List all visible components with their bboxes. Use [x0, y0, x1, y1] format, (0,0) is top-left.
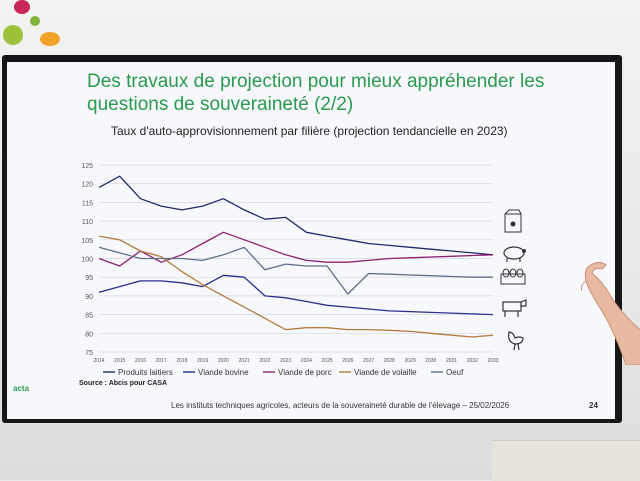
x-tick-label: 2031: [446, 358, 457, 364]
x-tick-label: 2033: [487, 358, 498, 364]
slide-title-line1: Des travaux de projection pour mieux app…: [87, 71, 545, 92]
x-tick-label: 2021: [239, 358, 250, 364]
chicken-icon: [508, 331, 524, 351]
decor-dot-red: [14, 0, 30, 14]
legend-label: Viande de volaille: [354, 368, 417, 377]
x-tick-label: 2016: [135, 358, 146, 364]
y-tick-label: 100: [81, 257, 93, 264]
milk-carton-icon: [504, 209, 522, 233]
chart-x-ticks: 2014 2015 2016 2017 2018 2019 2020 2021 2022 2023…: [93, 358, 498, 364]
x-tick-label: 2015: [114, 358, 125, 364]
chart-subtitle: Taux d'auto-approvisionnement par filièr…: [111, 124, 508, 138]
y-tick-label: 85: [85, 313, 93, 320]
slide-footer: Les instituts techniques agricoles, acte…: [171, 401, 510, 410]
series-line-viande-de-volaille: [98, 235, 494, 338]
x-tick-label: 2026: [342, 358, 353, 364]
y-tick-label: 115: [82, 200, 93, 207]
legend-item-produits-laitiers: Produits laitiers: [103, 368, 173, 377]
x-tick-label: 2030: [425, 358, 436, 364]
presenter-hand: [581, 261, 640, 365]
legend-label: Viande bovine: [198, 368, 249, 377]
decor-dot-lime: [30, 16, 40, 26]
legend-item-viande-de-porc: Viande de porc: [263, 368, 332, 377]
slide-screen: Des travaux de projection pour mieux app…: [7, 62, 615, 419]
x-tick-label: 2028: [384, 358, 395, 364]
chart-legend: Produits laitiers Viande bovine Viande de …: [103, 368, 464, 377]
series-line-viande-de-porc: [98, 231, 494, 267]
slide-title-line2: questions de souveraineté (2/2): [87, 94, 354, 115]
chart-y-ticks: 75 80 85 90 95 100 105 110 115 120 125: [81, 163, 93, 357]
legend-item-oeuf: Oeuf: [431, 368, 464, 377]
y-tick-label: 80: [85, 331, 93, 338]
egg-box-icon: [500, 268, 526, 285]
series-line-produits-laitiers: [98, 175, 494, 256]
x-tick-label: 2032: [467, 358, 478, 364]
x-tick-label: 2027: [363, 358, 374, 364]
chart-series-lines: [98, 175, 494, 338]
desk-surface: [492, 440, 640, 481]
chart-category-icons: [500, 209, 527, 351]
x-tick-label: 2024: [301, 358, 312, 364]
acta-logo-text: acta: [13, 384, 30, 393]
y-tick-label: 95: [85, 275, 93, 282]
y-tick-label: 75: [85, 350, 93, 357]
x-tick-label: 2029: [404, 358, 415, 364]
series-line-oeuf: [98, 246, 493, 295]
x-tick-label: 2022: [259, 358, 270, 364]
legend-label: Produits laitiers: [118, 368, 173, 377]
legend-label: Viande de porc: [278, 368, 332, 377]
y-tick-label: 110: [82, 219, 93, 226]
x-tick-label: 2023: [280, 358, 291, 364]
legend-label: Oeuf: [446, 368, 464, 377]
x-tick-label: 2020: [218, 358, 229, 364]
chart-source: Source : Abcis pour CASA: [79, 380, 168, 387]
cow-icon: [502, 299, 527, 317]
legend-item-viande-bovine: Viande bovine: [183, 368, 249, 377]
y-tick-label: 125: [81, 163, 93, 170]
x-tick-label: 2018: [176, 358, 187, 364]
y-tick-label: 105: [81, 238, 93, 245]
decor-dot-green: [3, 25, 23, 45]
y-tick-label: 90: [85, 294, 93, 301]
x-tick-label: 2017: [156, 358, 167, 364]
slide-title: Des travaux de projection pour mieux app…: [87, 70, 607, 116]
x-tick-label: 2025: [322, 358, 333, 364]
decor-dot-orange: [40, 32, 60, 46]
pig-icon: [503, 246, 526, 262]
page-number: 24: [589, 401, 598, 410]
legend-item-viande-de-volaille: Viande de volaille: [339, 368, 417, 377]
acta-logo: acta: [13, 384, 29, 393]
x-tick-label: 2019: [197, 358, 208, 364]
series-line-viande-bovine: [98, 274, 494, 316]
x-tick-label: 2014: [93, 358, 104, 364]
y-tick-label: 120: [81, 182, 93, 189]
